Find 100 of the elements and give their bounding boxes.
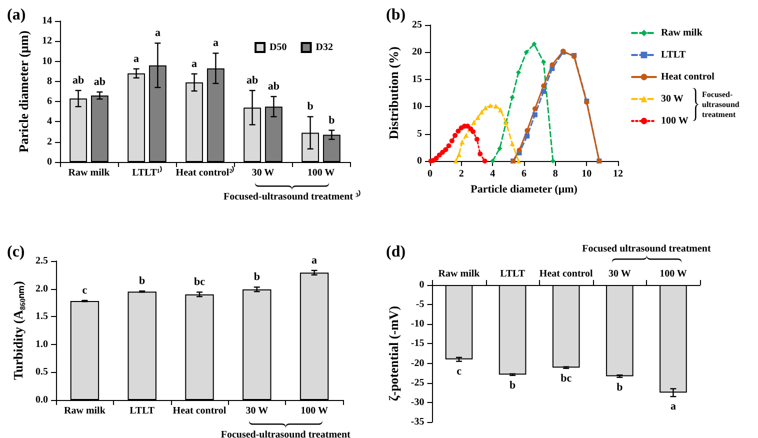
x-tick-label: 6 <box>522 168 526 180</box>
point <box>449 138 454 144</box>
point <box>470 129 476 134</box>
point <box>479 110 484 115</box>
point <box>456 152 462 157</box>
point <box>550 62 555 68</box>
x-tick-label: Raw milk <box>438 268 480 280</box>
point <box>490 158 496 164</box>
x-tick-label: 100 W <box>307 168 335 178</box>
point <box>471 120 476 125</box>
annotation: ab <box>72 74 84 86</box>
point <box>443 147 448 152</box>
annotation: b <box>510 379 516 392</box>
y-tick-label: 12 <box>42 36 52 47</box>
y-axis-title: ζ-potential (-mV) <box>386 306 401 402</box>
x-tick-label: 4 <box>490 168 496 180</box>
x-tick-label: LTLT¹⁾ <box>132 166 162 178</box>
x-axis-title: Particle diameter (μm) <box>470 183 578 196</box>
point <box>532 42 537 47</box>
point <box>532 106 538 112</box>
annotation: a <box>212 37 219 50</box>
x-tick-label: 100 W <box>300 406 328 416</box>
y-tick-label: -35 <box>410 416 424 428</box>
annotation: bc <box>194 276 206 288</box>
point <box>497 146 502 151</box>
point <box>460 139 465 144</box>
point <box>524 133 530 138</box>
point <box>456 128 461 134</box>
point <box>510 141 515 146</box>
x-tick-label: Raw milk <box>64 406 106 416</box>
x-tick-label: Heat control <box>172 406 226 416</box>
point <box>516 70 522 75</box>
chart-title: (d) <box>386 244 406 260</box>
y-tick-label: 25 <box>412 20 422 30</box>
x-tick-label: LTLT <box>130 406 155 416</box>
y-tick-label: -25 <box>410 377 424 388</box>
y-tick-label: -5 <box>416 299 424 310</box>
point <box>452 132 458 138</box>
annotation: c <box>456 365 462 378</box>
x-tick-label: LTLT <box>500 268 526 280</box>
point <box>524 128 530 134</box>
point <box>453 158 458 164</box>
y-tick-label: 2.0 <box>36 283 48 294</box>
x-tick-label: Raw milk <box>68 168 110 178</box>
point <box>516 148 522 153</box>
y-tick-label: 1.5 <box>36 311 48 322</box>
point <box>446 143 452 148</box>
x-tick-label: 2 <box>458 168 464 180</box>
legend-label: D32 <box>316 42 334 53</box>
annotation: bc <box>560 372 572 384</box>
point <box>510 94 515 100</box>
point <box>436 152 442 158</box>
chart-title: (a) <box>7 6 26 24</box>
text: Focused- ultrasound treatment <box>702 90 740 119</box>
chart-title: (b) <box>386 6 406 24</box>
annotation: b <box>616 381 623 394</box>
annotation: a <box>192 58 198 70</box>
annotation: b <box>139 275 146 288</box>
annotation: a <box>312 254 318 266</box>
annotation: b <box>328 114 335 126</box>
y-axis-title: Turbidity (A₈₆₀ₙₘ) <box>10 281 26 380</box>
point <box>478 151 483 156</box>
point <box>440 150 446 155</box>
legend-label: Raw milk <box>661 28 703 38</box>
annotation: a <box>154 27 161 40</box>
chart-title: (c) <box>7 244 25 260</box>
y-tick-label: -30 <box>410 396 424 408</box>
legend-label: 100 W <box>661 116 688 126</box>
point <box>516 158 522 164</box>
annotation: a <box>134 52 140 65</box>
y-tick-label: 10 <box>412 101 422 112</box>
x-tick-label: 100 W <box>660 268 687 280</box>
point <box>488 103 493 108</box>
y-tick-label: 0 <box>419 280 424 290</box>
point <box>550 158 556 164</box>
y-tick-label: 4 <box>47 116 52 128</box>
point <box>541 88 546 94</box>
y-tick-label: 0.0 <box>36 394 48 406</box>
y-tick-label: 2 <box>47 136 52 148</box>
point <box>430 158 436 163</box>
x-tick-label: 30 W <box>252 168 274 178</box>
point <box>498 107 503 112</box>
point <box>482 158 488 164</box>
x-tick-label: Heat control²⁾ <box>176 166 234 178</box>
y-axis-title: Paricle diameter (μm) <box>16 30 31 152</box>
y-tick-label: 0 <box>417 156 422 166</box>
x-tick-label: 10 <box>582 168 592 180</box>
annotation: a <box>670 400 676 413</box>
x-tick-label: 0 <box>428 168 432 180</box>
legend-label: Heat control <box>661 72 715 82</box>
x-tick-label: 30 W <box>246 406 268 416</box>
y-tick-label: 15 <box>412 74 422 85</box>
point <box>474 136 480 142</box>
y-tick-label: -20 <box>410 358 424 369</box>
y-tick-label: 6 <box>47 96 52 108</box>
annotation: b <box>307 100 314 113</box>
point <box>475 114 480 120</box>
y-tick-label: 2.5 <box>36 256 48 266</box>
point <box>532 112 538 118</box>
point <box>483 105 488 110</box>
